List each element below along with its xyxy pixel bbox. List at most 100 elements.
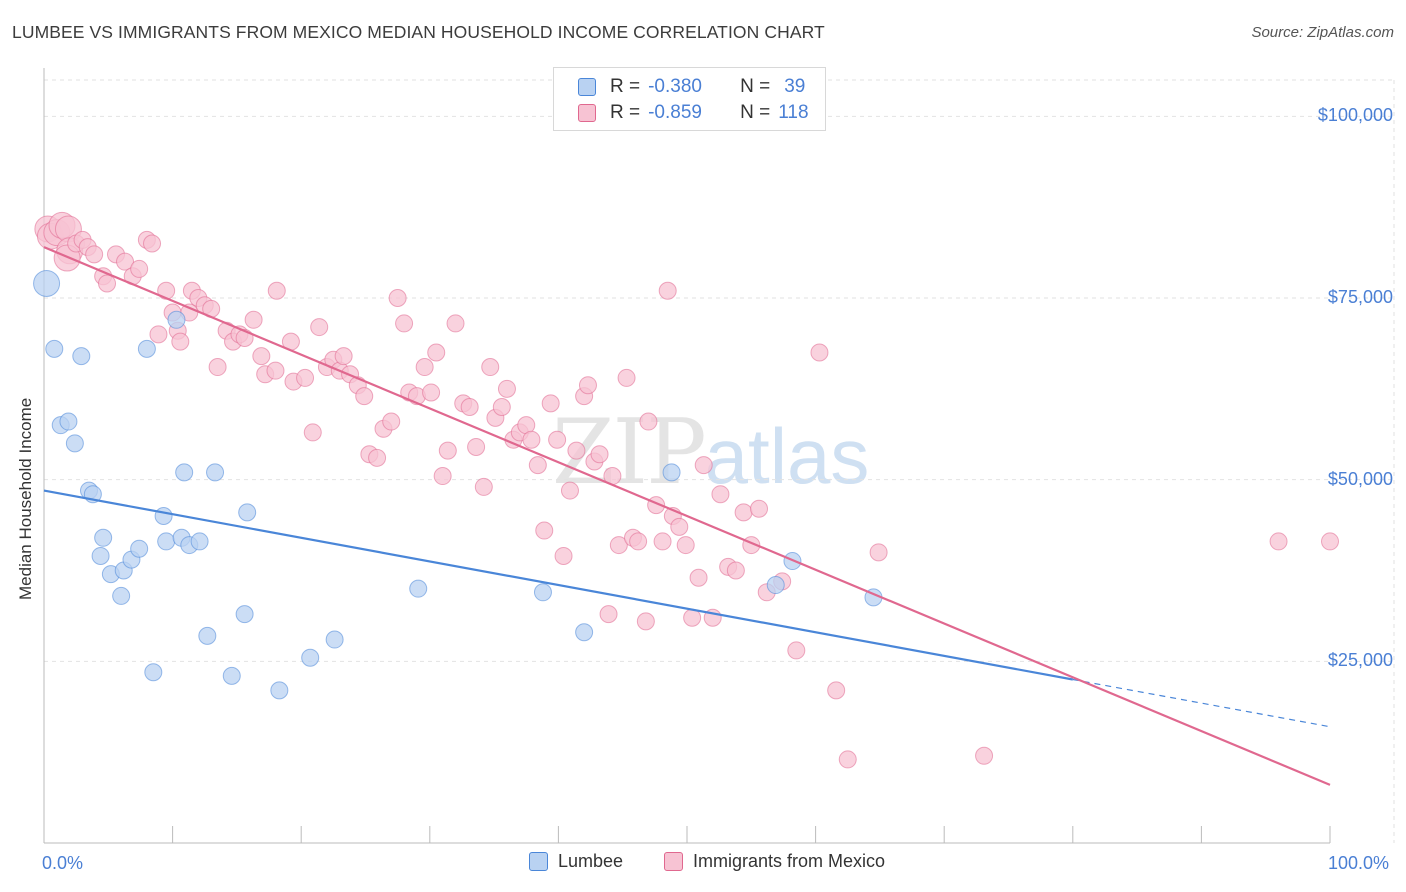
point-mexico-62 — [433, 467, 452, 486]
point-lumbee-20 — [175, 463, 194, 482]
point-mexico-56 — [395, 314, 414, 333]
point-mexico-41 — [296, 368, 315, 387]
point-lumbee-23 — [190, 532, 209, 551]
point-mexico-66 — [460, 398, 479, 416]
legend-r-value-lumbee: -0.380 — [648, 76, 702, 97]
trendline-mexico — [43, 246, 1331, 786]
point-mexico-106 — [711, 485, 730, 504]
point-lumbee-5 — [65, 434, 84, 453]
point-mexico-19 — [149, 325, 168, 344]
point-mexico-43 — [310, 318, 329, 337]
point-mexico-87 — [590, 445, 609, 464]
point-lumbee-25 — [206, 463, 225, 482]
trendline-lumbee — [43, 489, 1073, 681]
legend-n-value-lumbee: 39 — [784, 76, 806, 97]
point-mexico-34 — [244, 310, 263, 329]
watermark-atlas: atlas — [704, 412, 870, 500]
point-mexico-50 — [355, 387, 374, 406]
point-mexico-42 — [303, 423, 322, 442]
y-tick-label-3: $100,000 — [1317, 105, 1393, 126]
series-legend-mexico: Immigrants from Mexico — [664, 851, 885, 872]
point-mexico-47 — [334, 347, 353, 366]
point-mexico-72 — [497, 379, 516, 398]
point-mexico-80 — [548, 430, 567, 449]
correlation-legend: R = -0.380 N = 39 R = -0.859 N = 118 — [553, 67, 826, 131]
legend-swatch-mexico — [578, 104, 596, 122]
point-lumbee-32 — [409, 579, 428, 598]
point-mexico-76 — [522, 430, 541, 449]
point-lumbee-34 — [575, 623, 594, 642]
point-lumbee-8 — [94, 528, 113, 547]
point-mexico-61 — [427, 343, 446, 362]
point-mexico-54 — [382, 412, 401, 431]
point-mexico-78 — [535, 521, 554, 540]
legend-n-label: N = — [740, 102, 771, 123]
y-axis-label: Median Household Income — [16, 397, 35, 600]
point-mexico-67 — [467, 437, 486, 456]
legend-r-value-mexico: -0.859 — [648, 102, 702, 123]
point-mexico-88 — [599, 605, 618, 624]
series-swatch-lumbee — [529, 852, 548, 871]
point-mexico-18 — [143, 234, 162, 253]
x-tick-label-max: 100.0% — [1328, 853, 1390, 873]
point-mexico-77 — [528, 456, 547, 475]
point-lumbee-28 — [235, 605, 254, 624]
legend-n-value-mexico: 118 — [778, 102, 809, 123]
chart-title: LUMBEE VS IMMIGRANTS FROM MEXICO MEDIAN … — [12, 22, 825, 42]
point-mexico-79 — [541, 394, 560, 413]
point-mexico-117 — [838, 750, 857, 769]
point-mexico-119 — [975, 746, 994, 765]
point-mexico-10 — [85, 245, 104, 264]
series-legend-lumbee: Lumbee — [529, 851, 623, 872]
point-mexico-108 — [726, 561, 745, 580]
point-mexico-59 — [415, 358, 434, 377]
point-lumbee-31 — [325, 630, 344, 649]
point-mexico-114 — [787, 641, 806, 660]
series-label-mexico: Immigrants from Mexico — [693, 851, 886, 871]
point-lumbee-24 — [198, 626, 217, 645]
point-lumbee-0 — [33, 269, 61, 297]
point-mexico-101 — [676, 536, 695, 555]
point-mexico-94 — [636, 612, 655, 631]
point-mexico-37 — [266, 361, 285, 380]
point-lumbee-35 — [662, 463, 681, 482]
point-lumbee-4 — [59, 412, 78, 431]
point-mexico-64 — [446, 314, 465, 333]
legend-r-label: R = — [610, 102, 641, 123]
point-mexico-52 — [368, 448, 387, 467]
point-mexico-103 — [689, 568, 708, 587]
point-lumbee-12 — [112, 586, 131, 605]
point-mexico-69 — [481, 358, 500, 377]
point-mexico-95 — [639, 412, 658, 431]
point-mexico-85 — [578, 376, 597, 395]
point-mexico-98 — [658, 281, 677, 300]
series-legend: Lumbee Immigrants from Mexico — [0, 851, 1406, 877]
point-lumbee-36 — [766, 576, 785, 595]
point-lumbee-18 — [157, 532, 176, 551]
point-mexico-71 — [492, 398, 511, 416]
point-lumbee-14 — [130, 539, 149, 558]
y-tick-label-1: $50,000 — [1327, 468, 1393, 489]
point-mexico-16 — [130, 259, 149, 278]
point-lumbee-26 — [222, 666, 241, 685]
series-swatch-mexico — [664, 852, 683, 871]
series-label-lumbee: Lumbee — [558, 851, 624, 871]
point-lumbee-15 — [137, 339, 156, 358]
point-mexico-116 — [827, 681, 846, 700]
legend-row-mexico: R = -0.859 N = 118 — [554, 101, 809, 125]
point-mexico-29 — [208, 358, 227, 377]
legend-n-label: N = — [740, 76, 771, 97]
point-mexico-14 — [116, 252, 135, 271]
point-lumbee-30 — [301, 648, 320, 667]
point-lumbee-9 — [91, 546, 110, 565]
point-mexico-23 — [171, 332, 190, 351]
point-mexico-38 — [267, 281, 286, 300]
legend-swatch-lumbee — [578, 78, 596, 96]
point-mexico-118 — [869, 543, 888, 562]
point-mexico-91 — [617, 368, 636, 387]
point-lumbee-29 — [270, 681, 289, 700]
point-lumbee-1 — [45, 339, 64, 358]
point-mexico-109 — [734, 503, 753, 522]
legend-r-label: R = — [610, 76, 641, 97]
